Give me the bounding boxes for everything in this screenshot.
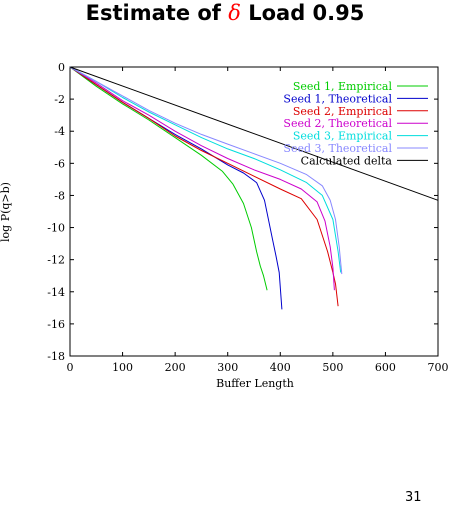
legend-label-5: Seed 3, Empirical [293,130,393,143]
series-line-4 [69,66,335,291]
legend-label-4: Seed 2, Theoretical [283,117,392,130]
series-lines [69,66,439,310]
x-tick-label: 400 [270,361,291,374]
series-line-2 [69,66,283,310]
y-tick-label: -14 [47,286,65,299]
x-tick-label: 300 [217,361,238,374]
y-axis-label: log P(q>b) [0,182,12,242]
y-tick-label: -4 [54,125,65,138]
series-line-1 [69,66,268,291]
series-line-6 [69,66,343,275]
series-line-7 [69,66,439,201]
legend-label-2: Seed 1, Theoretical [283,92,392,105]
x-tick-label: 500 [322,361,343,374]
legend-label-3: Seed 2, Empirical [293,105,393,118]
series-line-5 [69,66,342,273]
legend-label-1: Seed 1, Empirical [293,80,393,93]
legend-label-6: Seed 3, Theoretical [283,142,392,155]
series-line-3 [69,66,339,307]
y-tick-label: -18 [47,350,65,363]
y-tick-label: -16 [47,318,65,331]
y-tick-label: -8 [54,189,65,202]
title-prefix: Estimate of [85,1,229,25]
x-axis-label: Buffer Length [216,377,294,390]
x-tick-label: 100 [112,361,133,374]
x-tick-label: 600 [375,361,396,374]
y-tick-label: 0 [58,61,65,74]
y-tick-label: -10 [47,222,65,235]
x-tick-label: 200 [165,361,186,374]
page-title: Estimate of δ Load 0.95 [0,0,450,26]
x-tick-label: 700 [428,361,449,374]
axes: 0 100 200 300 400 500 600 700 0 -2 -4 -6 -8 -10 -12 -14… [47,61,448,374]
x-tick-label: 0 [67,361,74,374]
title-delta-symbol: δ [228,1,241,25]
page-number: 31 [405,490,422,505]
plot-frame [69,66,439,357]
legend-label-7: Calculated delta [301,154,393,167]
y-tick-label: -2 [54,93,65,106]
y-tick-label: -12 [47,254,65,267]
title-suffix: Load 0.95 [240,1,365,25]
y-tick-label: -6 [54,157,65,170]
